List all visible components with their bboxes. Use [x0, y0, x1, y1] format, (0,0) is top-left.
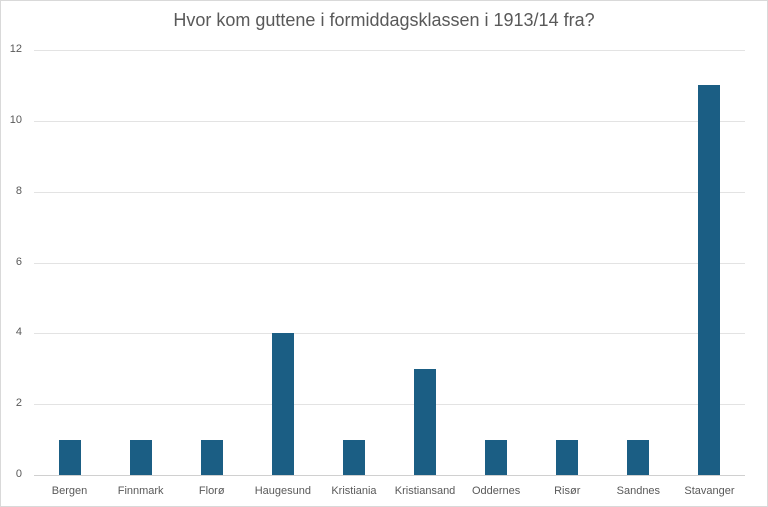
gridline — [34, 191, 745, 193]
y-tick-label: 12 — [9, 43, 22, 55]
bar-finnmark — [129, 439, 152, 475]
bar-haugesund — [271, 333, 294, 475]
x-tick-label: Risør — [554, 485, 581, 497]
gridline — [34, 120, 745, 122]
x-tick-label: Kristiansand — [394, 485, 456, 497]
chart-title: Hvor kom guttene i formiddagsklassen i 1… — [173, 10, 595, 30]
y-tick-label: 10 — [9, 113, 22, 126]
x-tick-label: Finnmark — [117, 485, 164, 497]
plot-area — [34, 50, 745, 476]
bar-sandnes — [627, 439, 650, 475]
y-tick-label: 0 — [15, 468, 22, 480]
bar-risør — [556, 439, 579, 475]
gridline — [34, 50, 745, 51]
bar-oddernes — [485, 439, 508, 475]
x-tick-label: Kristiania — [331, 485, 377, 497]
bar-kristiansand — [414, 368, 437, 475]
bar-kristiania — [342, 439, 365, 475]
x-tick-label: Sandnes — [616, 485, 661, 497]
gridline — [34, 404, 745, 406]
x-tick-label: Haugesund — [254, 485, 311, 497]
bar-florø — [200, 439, 223, 475]
y-tick-label: 6 — [15, 255, 22, 268]
gridline — [34, 262, 745, 264]
x-tick-label: Florø — [198, 485, 225, 497]
y-tick-label: 8 — [15, 184, 22, 197]
y-tick-label: 2 — [15, 397, 22, 410]
y-tick-label: 4 — [15, 326, 22, 339]
bar-bergen — [58, 439, 81, 475]
gridline — [34, 333, 745, 335]
x-tick-label: Oddernes — [471, 485, 521, 497]
x-tick-label: Stavanger — [684, 485, 735, 497]
x-tick-label: Bergen — [51, 485, 88, 497]
x-axis-line — [34, 475, 745, 476]
bar-stavanger — [698, 85, 721, 475]
